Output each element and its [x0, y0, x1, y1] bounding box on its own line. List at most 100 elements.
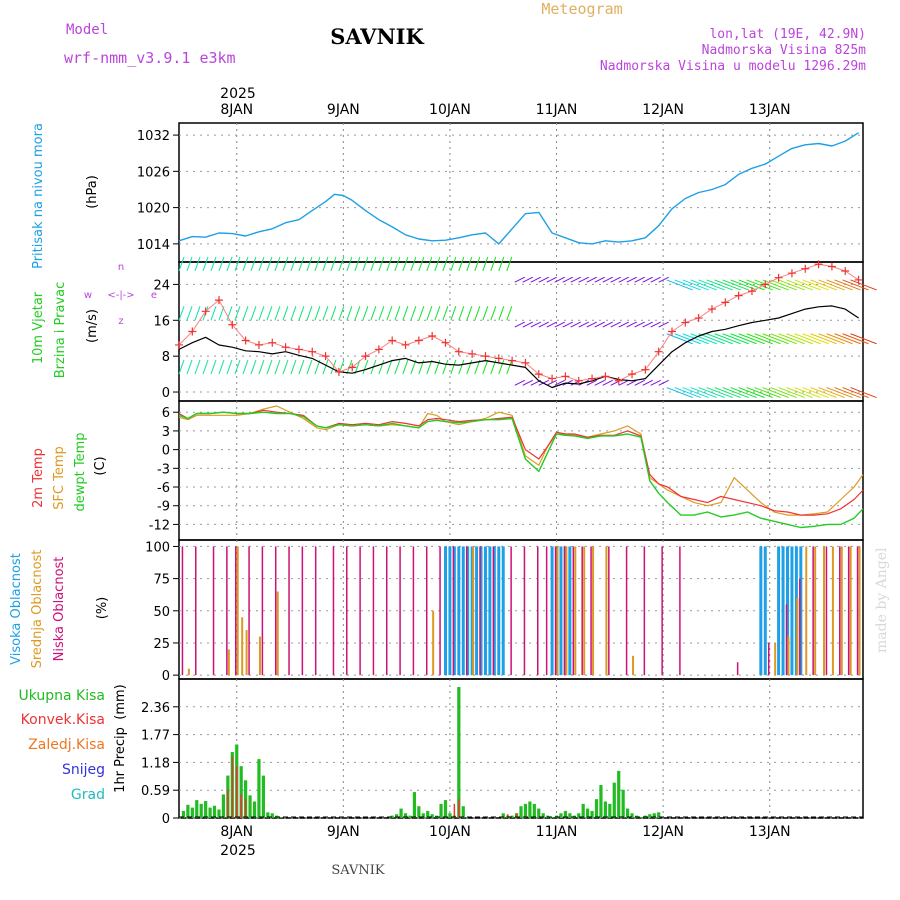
low-cloud-bar	[537, 546, 539, 676]
precip-y-tick-label: 2.36	[141, 701, 170, 716]
day-label-bottom: 10JAN	[429, 824, 471, 840]
wind-barb	[554, 321, 565, 328]
wind-barb	[210, 359, 217, 375]
wind-barb	[442, 306, 449, 321]
wind-barb	[586, 276, 597, 283]
wind-barb	[810, 279, 837, 291]
wind-barb	[218, 359, 225, 375]
wind-barb	[650, 321, 661, 328]
wind-barb	[594, 379, 605, 386]
high-cloud-bar	[777, 546, 781, 676]
wind-barb	[426, 306, 433, 321]
wind-barb	[770, 333, 797, 345]
wind-barb	[482, 359, 489, 375]
temp-panel-frame	[178, 400, 864, 541]
mid-cloud-bar	[858, 546, 861, 676]
wind-barb	[250, 256, 257, 272]
low-cloud-bar	[234, 546, 237, 676]
wind-title-2: Brzina i Pravac	[53, 282, 68, 379]
low-cloud-bar	[425, 546, 428, 676]
wind-barb	[394, 256, 401, 272]
precip-unit: (mm)	[113, 684, 128, 719]
wind-barb	[674, 387, 701, 399]
wind-barb	[658, 321, 669, 328]
wind-gust-marker	[588, 374, 597, 383]
low-cloud-bar	[590, 546, 592, 676]
total-precip-bar	[199, 803, 203, 818]
plot-layer: 8JAN 8JAN 9JAN 9JAN 10JAN 10JAN 11JAN 11JAN 12JA…	[137, 102, 877, 840]
total-precip-bar	[439, 803, 443, 818]
wind-barb	[562, 276, 573, 283]
low-cloud-bar	[452, 546, 455, 676]
year-top: 2025	[220, 86, 256, 102]
wind-barb	[842, 333, 869, 345]
wind-barb	[466, 359, 473, 375]
wind-gust-marker	[348, 363, 357, 372]
cloud-title-high: Visoka Oblacnost	[9, 553, 24, 665]
wind-barb	[602, 321, 613, 328]
wind-barb	[266, 359, 273, 375]
cloud-y-tick-label: 25	[153, 637, 170, 652]
high-cloud-bar	[497, 546, 501, 676]
wind-gust-line	[178, 263, 859, 382]
wind-barb	[666, 333, 693, 345]
wind-barb	[210, 256, 217, 272]
wind-barb	[386, 359, 393, 375]
wind-gust-marker	[214, 296, 223, 305]
wind-barb	[434, 256, 441, 272]
total-precip-bar	[248, 795, 252, 818]
wind-barb	[450, 306, 457, 321]
lonlat-text: lon,lat (19E, 42.9N)	[709, 27, 866, 42]
wind-barb	[394, 306, 401, 321]
wind-barb	[842, 387, 869, 399]
mid-cloud-bar	[583, 546, 586, 676]
wind-barb	[802, 333, 829, 345]
convective-precip-bar	[453, 803, 456, 818]
total-precip-bar	[270, 813, 274, 818]
station-title: SAVNIK	[330, 24, 424, 49]
total-precip-bar	[639, 817, 643, 818]
wind-barb	[498, 359, 505, 375]
wind-barb	[794, 387, 821, 399]
wind-barb	[226, 306, 233, 321]
wind-barb	[762, 333, 789, 345]
wind-barb	[746, 333, 773, 345]
total-precip-bar	[457, 687, 461, 818]
wind-barb	[674, 333, 701, 345]
total-precip-bar	[612, 782, 616, 818]
wind-barb	[698, 279, 725, 291]
wind-barb	[378, 359, 385, 375]
wind-barb	[786, 387, 813, 399]
high-cloud-bar	[785, 546, 789, 676]
total-precip-bar	[403, 813, 408, 818]
total-precip-bar	[594, 799, 599, 818]
total-precip-bar	[430, 814, 434, 818]
temp-2m-line	[178, 409, 864, 516]
total-precip-bar	[599, 785, 603, 818]
low-cloud-bar	[399, 546, 401, 676]
cloud-y-tick-label: 100	[145, 540, 170, 555]
temp-y-tick-label: -6	[157, 481, 170, 496]
total-precip-bar	[581, 803, 585, 818]
wind-barb	[490, 256, 497, 272]
wind-barb	[410, 359, 417, 375]
total-precip-bar	[657, 812, 661, 818]
wind-barb	[202, 256, 209, 272]
day-label-top: 11JAN	[536, 102, 578, 118]
wind-gust-marker	[534, 370, 543, 379]
wind-barb	[626, 321, 637, 328]
temp-title-2m: 2m Temp	[31, 448, 46, 508]
low-cloud-bar	[372, 546, 375, 676]
high-cloud-bar	[759, 546, 763, 676]
wind-barb	[346, 306, 353, 321]
wind-barb	[338, 256, 345, 272]
wind-barb	[554, 379, 565, 386]
wind-gust-marker	[268, 338, 277, 347]
wind-barb	[290, 359, 297, 375]
wind-barb	[594, 321, 605, 328]
mid-cloud-bar	[796, 597, 799, 676]
wind-gust-marker	[508, 356, 517, 365]
high-cloud-bar	[479, 546, 483, 676]
wind-gust-marker	[761, 280, 770, 289]
